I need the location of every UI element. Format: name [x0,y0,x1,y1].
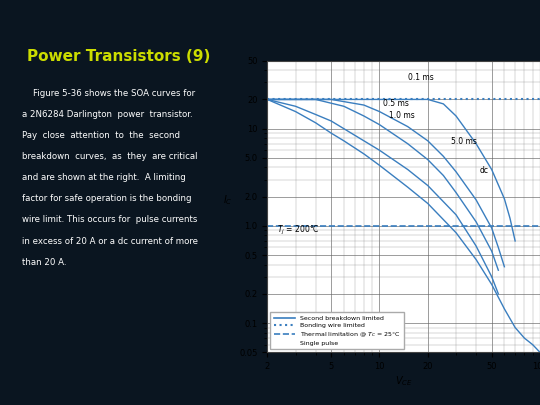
Text: and are shown at the right.  A limiting: and are shown at the right. A limiting [22,173,185,182]
Text: 5.0 ms: 5.0 ms [451,137,477,146]
Text: a 2N6284 Darlington  power  transistor.: a 2N6284 Darlington power transistor. [22,110,192,119]
Text: in excess of 20 A or a dc current of more: in excess of 20 A or a dc current of mor… [22,237,198,245]
Y-axis label: $I_C$: $I_C$ [224,193,233,207]
Text: 0.5 ms: 0.5 ms [383,99,409,108]
Text: 0.1 ms: 0.1 ms [408,72,434,81]
Text: breakdown  curves,  as  they  are critical: breakdown curves, as they are critical [22,152,197,161]
Text: $T_j$ = 200°C: $T_j$ = 200°C [277,224,320,237]
Text: factor for safe operation is the bonding: factor for safe operation is the bonding [22,194,191,203]
Legend: Second breakdown limited, Bonding wire limited, Thermal limitation @ $T_C$ = 25°: Second breakdown limited, Bonding wire l… [271,312,404,349]
Text: than 20 A.: than 20 A. [22,258,66,266]
Text: dc: dc [480,166,489,175]
X-axis label: $V_{CE}$: $V_{CE}$ [395,374,413,388]
Text: 1.0 ms: 1.0 ms [389,111,415,119]
Text: Figure 5-36 shows the SOA curves for: Figure 5-36 shows the SOA curves for [22,89,195,98]
Text: Power Transistors (9): Power Transistors (9) [27,49,211,64]
Text: wire limit. This occurs for  pulse currents: wire limit. This occurs for pulse curren… [22,215,197,224]
Text: Pay  close  attention  to  the  second: Pay close attention to the second [22,131,180,140]
